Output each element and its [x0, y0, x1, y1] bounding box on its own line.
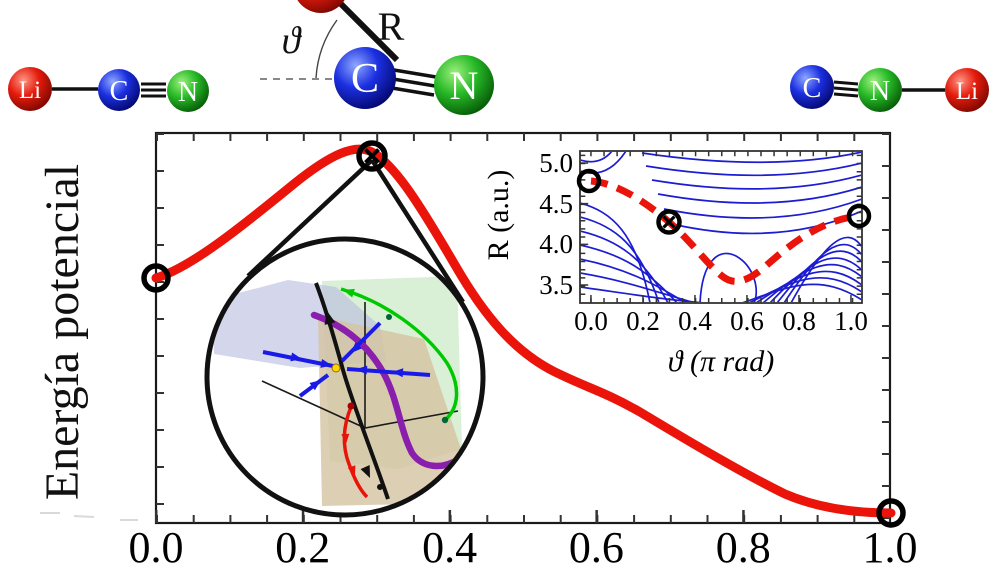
bond-c-n-triple — [833, 80, 859, 98]
inset-marker-linc — [846, 203, 872, 229]
molecule-licn: Li C N — [8, 67, 209, 112]
inset-markers — [576, 168, 872, 235]
atom-label-n: N — [178, 77, 198, 108]
inset-xlabel: ϑ (π rad) — [668, 345, 774, 378]
atom-c — [334, 47, 396, 109]
atom-label-li: Li — [956, 78, 978, 105]
main-curve-markers — [141, 140, 906, 528]
atom-li — [945, 68, 989, 112]
pes-curve — [151, 144, 896, 518]
atom-label-n: N — [870, 76, 890, 107]
inset-y-tick-5.0: 5.0 — [539, 148, 573, 178]
lens-content — [212, 276, 463, 506]
x-tick-1.0: 1.0 — [863, 523, 918, 567]
bond-c-n-triple — [141, 82, 166, 98]
lens-callout-lines — [246, 158, 465, 304]
inset-y-tick-4.5: 4.5 — [539, 189, 573, 219]
red-arrowhead-2 — [347, 465, 356, 476]
atom-label-c: C — [803, 73, 822, 104]
inset-y-tick-3.5: 3.5 — [539, 270, 573, 300]
atom-label-li: Li — [19, 77, 41, 104]
black-arrowhead-down — [360, 465, 370, 478]
marker-linc-minimum — [876, 498, 906, 528]
x-tick-0.6: 0.6 — [569, 523, 624, 567]
green-trajectory-curve — [340, 287, 459, 422]
x-tick-0.0: 0.0 — [129, 523, 184, 567]
main-ylabel: Energía potencial — [36, 164, 89, 500]
marker-saddle-point — [356, 140, 388, 172]
inset-x-tick-0.0: 0.0 — [574, 306, 608, 336]
atom-n — [167, 70, 209, 112]
minimum-energy-path — [590, 177, 859, 285]
angle-arc — [315, 19, 338, 79]
x-tick-0.4: 0.4 — [422, 523, 477, 567]
red-dot — [347, 402, 355, 410]
bond-r-line — [332, 0, 400, 63]
saddle-fixed-point — [331, 363, 341, 373]
lens-inset — [204, 236, 486, 518]
inset-y-tick-4.0: 4.0 — [539, 229, 573, 259]
inset-x-tick-0.2: 0.2 — [626, 306, 660, 336]
angle-label-theta: ϑ — [282, 20, 303, 62]
inset-marker-saddle — [656, 209, 682, 235]
red-arrowhead-1 — [341, 433, 350, 444]
inset-contour-plot: 5.0 4.5 4.0 3.5 0.0 0.2 0.4 0.6 0.8 1.0 … — [482, 148, 872, 378]
faint-marks — [40, 512, 138, 521]
inset-x-tick-0.6: 0.6 — [730, 306, 764, 336]
red-trajectory-curve — [342, 406, 369, 499]
inset-x-tick-0.4: 0.4 — [678, 306, 712, 336]
atom-label-n: N — [450, 63, 479, 108]
atom-c — [98, 69, 140, 111]
black-dot — [377, 484, 383, 490]
black-trajectory-curve — [314, 282, 390, 500]
atom-label-c: C — [351, 56, 379, 102]
atom-n — [858, 68, 902, 112]
atom-n — [434, 55, 494, 115]
molecule-transition-state: C N R ϑ — [260, 0, 494, 115]
atom-label-c: C — [110, 76, 129, 107]
atom-li — [8, 67, 52, 111]
molecule-cnli: C N Li — [790, 65, 989, 112]
blue-eigenvector-arrows — [262, 321, 431, 398]
atom-li — [297, 0, 345, 13]
lens-3d-axes — [261, 302, 459, 429]
green-dot-2 — [441, 416, 449, 424]
green-arrowhead — [343, 288, 355, 298]
inset-x-tick-1.0: 1.0 — [834, 306, 868, 336]
surface-tan — [318, 316, 462, 506]
inset-marker-licn — [576, 168, 602, 194]
purple-manifold-curve — [310, 311, 463, 470]
atom-c — [790, 65, 834, 109]
lens-rim — [204, 236, 486, 518]
black-arrowhead-up — [324, 311, 336, 325]
distance-label-r: R — [378, 4, 405, 49]
inset-ylabel: R (a.u.) — [482, 170, 515, 261]
x-tick-0.8: 0.8 — [716, 523, 771, 567]
marker-licn-minimum — [141, 263, 171, 293]
green-dot-1 — [386, 314, 392, 320]
inset-x-tick-0.8: 0.8 — [782, 306, 816, 336]
bond-c-n-triple — [391, 68, 437, 97]
x-tick-0.2: 0.2 — [275, 523, 330, 567]
